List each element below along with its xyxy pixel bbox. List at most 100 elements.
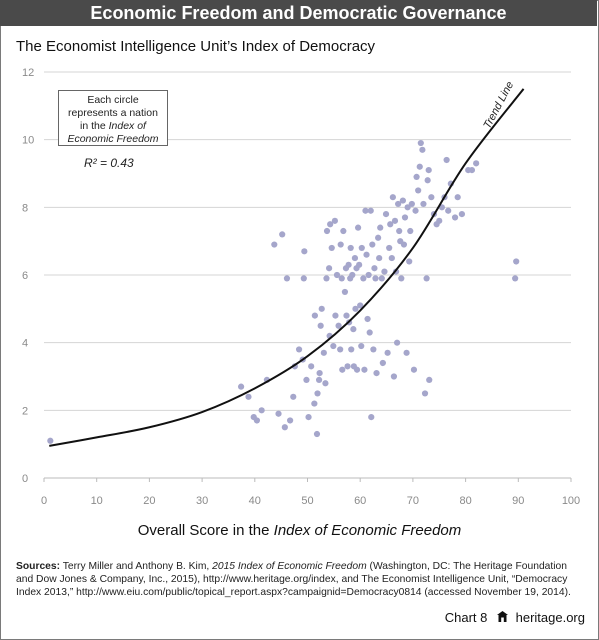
- data-point: [311, 312, 318, 319]
- data-point: [443, 156, 450, 164]
- data-point: [343, 312, 350, 319]
- annotation-box: Each circle represents a nation in the I…: [58, 90, 168, 146]
- annotation-line-4-italic: Economic Freedom: [67, 133, 159, 145]
- data-point: [395, 200, 402, 208]
- data-point: [349, 271, 356, 279]
- data-point: [424, 177, 431, 184]
- data-point: [301, 248, 308, 255]
- data-point: [419, 146, 426, 153]
- data-point: [388, 254, 395, 262]
- data-point: [327, 221, 334, 228]
- data-point: [357, 302, 364, 309]
- data-point: [423, 275, 430, 282]
- data-point: [348, 346, 355, 353]
- chart-header: Economic Freedom and Democratic Governan…: [0, 0, 597, 26]
- data-point: [354, 224, 362, 231]
- data-point: [287, 417, 294, 424]
- data-point: [396, 227, 403, 235]
- data-point: [415, 187, 422, 194]
- data-point: [335, 322, 342, 329]
- data-point: [416, 163, 423, 170]
- data-point: [421, 390, 429, 397]
- data-point: [363, 251, 370, 258]
- data-point: [513, 258, 520, 265]
- data-point: [347, 244, 354, 252]
- data-point: [253, 417, 261, 424]
- data-point: [283, 275, 291, 282]
- data-point: [323, 275, 330, 282]
- x-tick-label: 90: [512, 495, 524, 507]
- data-point: [295, 346, 303, 353]
- x-axis-label-prefix: Overall Score in the: [137, 522, 274, 539]
- annotation-line-3-prefix: in the: [80, 120, 109, 132]
- y-tick-label: 0: [22, 473, 28, 485]
- data-point: [341, 288, 349, 296]
- data-point: [320, 349, 327, 356]
- data-point: [428, 194, 435, 201]
- data-point: [454, 194, 461, 201]
- data-point: [410, 366, 418, 373]
- y-tick-label: 4: [22, 338, 28, 350]
- data-point: [382, 211, 390, 218]
- data-point: [322, 380, 329, 387]
- data-point: [303, 376, 310, 383]
- data-point: [332, 312, 339, 319]
- data-point: [384, 349, 391, 356]
- data-point: [377, 224, 384, 231]
- data-point: [245, 393, 252, 400]
- data-point: [387, 221, 394, 228]
- x-tick-label: 100: [562, 495, 580, 507]
- x-axis-label-italic: Index of Economic Freedom: [273, 522, 462, 539]
- x-tick-label: 10: [91, 495, 103, 507]
- annotation-line-1: Each circle: [87, 94, 139, 106]
- data-point: [340, 227, 347, 235]
- data-point: [47, 437, 54, 444]
- data-point: [275, 410, 282, 417]
- data-point: [352, 305, 359, 312]
- data-point: [398, 275, 405, 282]
- data-point: [358, 342, 365, 350]
- data-point: [338, 275, 345, 282]
- y-tick-label: 10: [22, 135, 34, 147]
- data-point: [323, 227, 331, 235]
- annotation-line-3-italic: Index of: [108, 120, 146, 132]
- data-point: [468, 167, 476, 174]
- x-tick-label: 70: [407, 495, 419, 507]
- data-point: [391, 217, 399, 224]
- data-point: [339, 366, 346, 373]
- sources-text-2: (Washington, DC: The Heritage Foundation…: [16, 561, 571, 598]
- data-point: [326, 265, 333, 272]
- data-point: [417, 139, 424, 147]
- data-point: [379, 359, 386, 367]
- site-link[interactable]: heritage.org: [515, 610, 585, 625]
- data-point: [330, 342, 337, 350]
- data-point: [360, 275, 367, 282]
- data-point: [313, 430, 321, 438]
- data-point: [458, 211, 466, 218]
- sources-label: Sources:: [16, 561, 61, 572]
- data-point: [308, 363, 315, 370]
- data-point: [372, 275, 379, 282]
- data-point: [351, 254, 359, 262]
- data-point: [358, 244, 365, 252]
- data-point: [315, 376, 323, 383]
- x-tick-label: 0: [41, 495, 47, 507]
- data-point: [445, 207, 452, 214]
- data-point: [367, 207, 374, 214]
- x-tick-label: 50: [301, 495, 313, 507]
- data-point: [311, 400, 318, 407]
- data-point: [345, 261, 352, 268]
- data-point: [376, 254, 383, 262]
- data-point: [400, 241, 408, 248]
- y-tick-label: 12: [22, 67, 34, 79]
- data-point: [337, 241, 344, 248]
- data-point: [237, 383, 245, 390]
- data-point: [364, 315, 371, 323]
- r-squared-label: R² = 0.43: [84, 156, 134, 170]
- data-point: [512, 275, 519, 282]
- data-point: [353, 366, 361, 373]
- data-point: [373, 370, 380, 377]
- data-point: [378, 275, 385, 282]
- data-point: [305, 414, 312, 421]
